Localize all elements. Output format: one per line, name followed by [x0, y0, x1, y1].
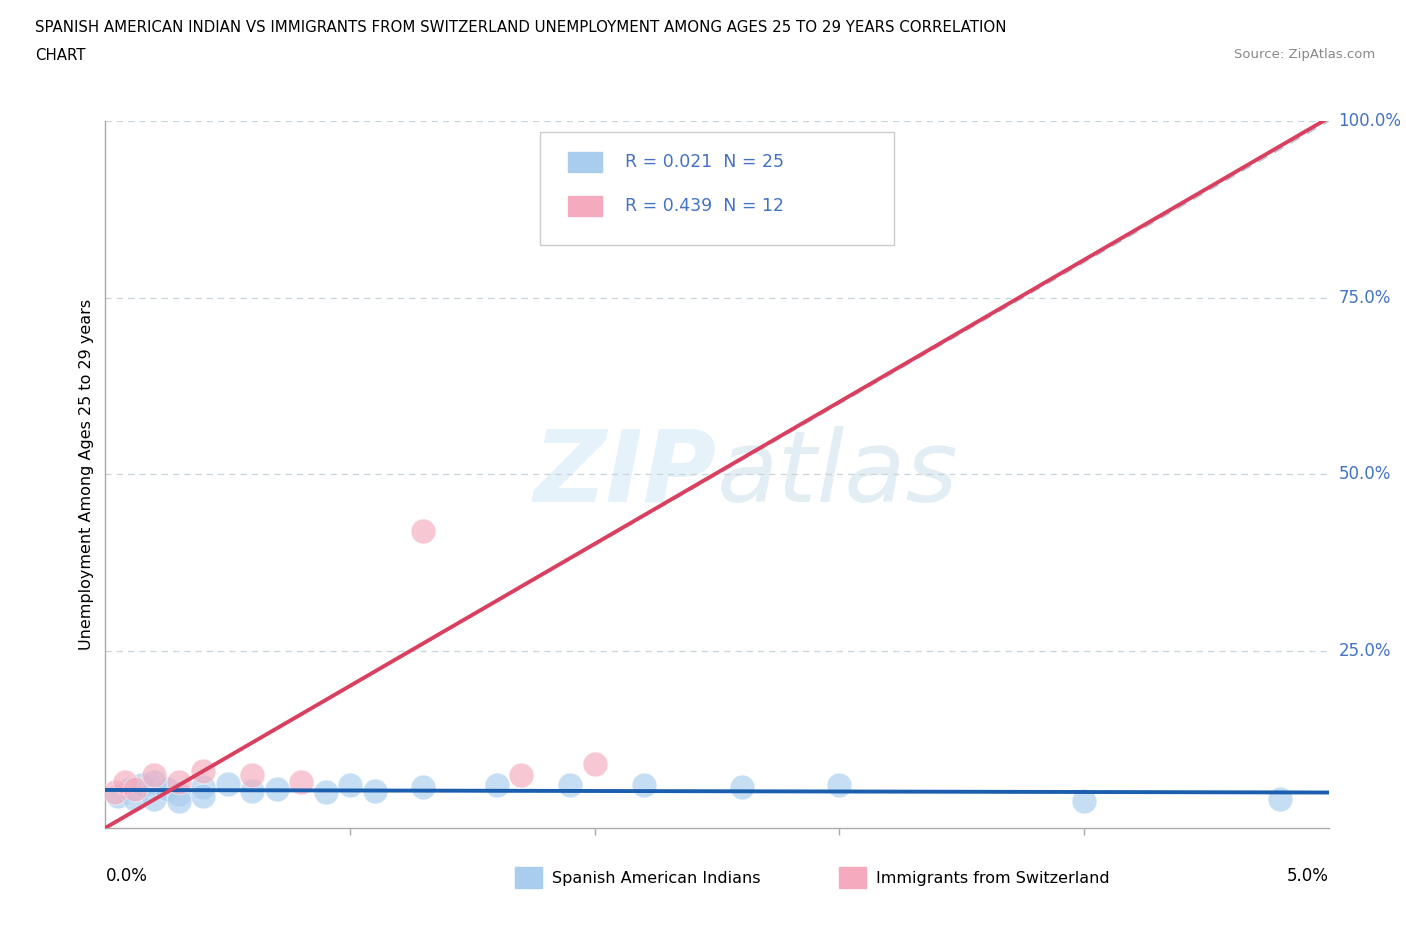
Point: [339, 777, 361, 792]
Text: SPANISH AMERICAN INDIAN VS IMMIGRANTS FROM SWITZERLAND UNEMPLOYMENT AMONG AGES 2: SPANISH AMERICAN INDIAN VS IMMIGRANTS FR…: [35, 20, 1007, 35]
Point: [1268, 792, 1291, 807]
Point: [315, 785, 337, 800]
Text: CHART: CHART: [35, 48, 86, 63]
Point: [107, 789, 129, 804]
Text: 25.0%: 25.0%: [1339, 642, 1391, 660]
Text: R = 0.439  N = 12: R = 0.439 N = 12: [626, 197, 785, 215]
Text: 50.0%: 50.0%: [1339, 465, 1391, 484]
Text: R = 0.021  N = 25: R = 0.021 N = 25: [626, 153, 785, 171]
Point: [1073, 793, 1095, 808]
Point: [485, 777, 508, 792]
Point: [828, 777, 851, 792]
FancyBboxPatch shape: [540, 131, 894, 245]
Point: [510, 767, 533, 782]
Point: [167, 787, 190, 802]
Bar: [515, 867, 543, 888]
Point: [118, 781, 141, 796]
Bar: [568, 152, 602, 172]
Text: ZIP: ZIP: [534, 426, 717, 523]
Point: [682, 198, 704, 213]
Point: [143, 792, 166, 807]
Point: [114, 775, 136, 790]
Y-axis label: Unemployment Among Ages 25 to 29 years: Unemployment Among Ages 25 to 29 years: [79, 299, 94, 650]
Text: 5.0%: 5.0%: [1286, 867, 1329, 884]
Point: [131, 777, 153, 792]
Bar: [839, 867, 866, 888]
Bar: [568, 196, 602, 216]
Text: 100.0%: 100.0%: [1339, 112, 1402, 130]
Point: [560, 777, 582, 792]
Point: [412, 524, 434, 538]
Point: [167, 793, 190, 808]
Text: Spanish American Indians: Spanish American Indians: [553, 871, 761, 886]
Point: [167, 775, 190, 790]
Point: [217, 777, 239, 791]
Text: atlas: atlas: [717, 426, 959, 523]
Point: [266, 781, 288, 796]
Point: [240, 783, 263, 798]
Point: [240, 767, 263, 782]
Point: [193, 764, 215, 778]
Text: 75.0%: 75.0%: [1339, 288, 1391, 307]
Point: [143, 775, 166, 790]
Point: [143, 767, 166, 782]
Point: [124, 792, 146, 807]
Point: [193, 779, 215, 794]
Point: [104, 785, 127, 800]
Point: [363, 783, 385, 798]
Point: [290, 775, 312, 790]
Point: [583, 757, 606, 772]
Text: Source: ZipAtlas.com: Source: ZipAtlas.com: [1234, 48, 1375, 61]
Point: [730, 779, 752, 794]
Text: 0.0%: 0.0%: [105, 867, 148, 884]
Point: [412, 779, 434, 794]
Point: [155, 781, 177, 796]
Text: Immigrants from Switzerland: Immigrants from Switzerland: [876, 871, 1109, 886]
Point: [193, 789, 215, 804]
Point: [124, 781, 146, 796]
Point: [633, 777, 655, 792]
